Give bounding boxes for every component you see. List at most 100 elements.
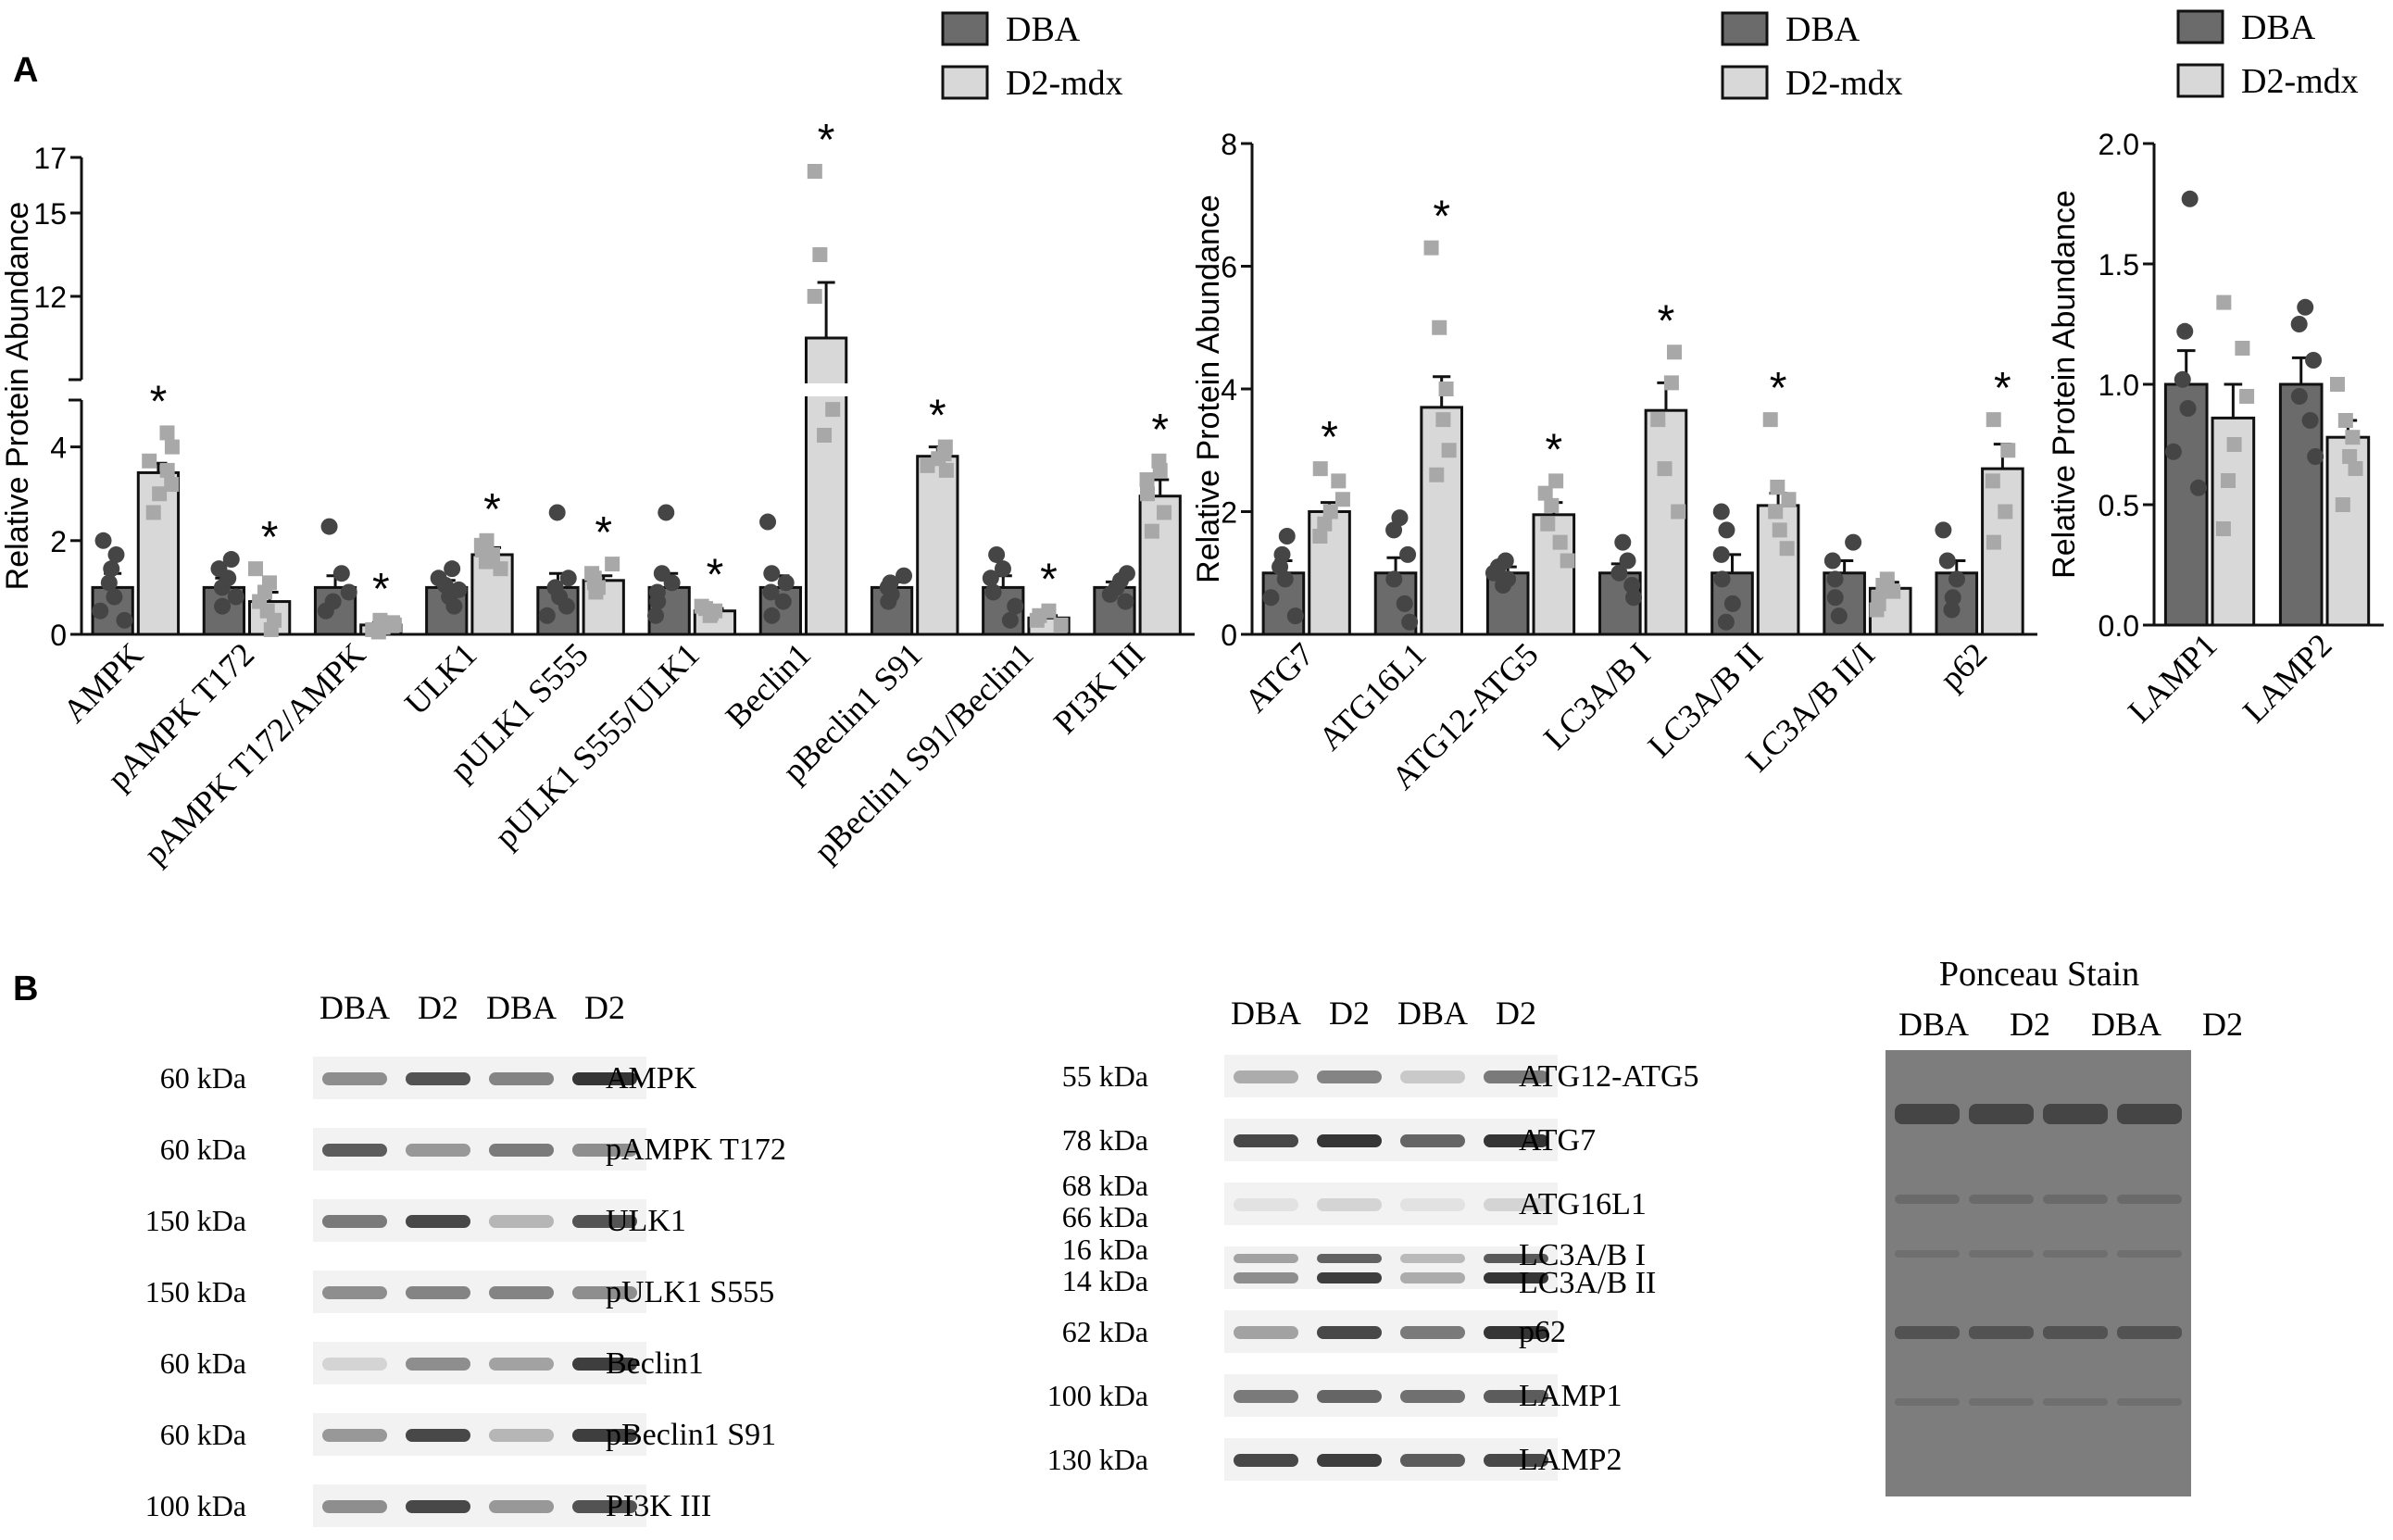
significance-star: * — [595, 508, 612, 557]
ponceau-title: Ponceau Stain — [1939, 955, 2139, 994]
data-point-dba — [1278, 528, 1296, 545]
ponceau-band — [1969, 1398, 2034, 1406]
lane-label: DBA — [319, 989, 390, 1026]
protein-band — [1484, 1272, 1548, 1283]
bar-d2mdx — [916, 455, 959, 636]
x-tick-label: pAMPK T172/AMPK — [137, 635, 373, 871]
significance-star: * — [1770, 364, 1787, 413]
protein-band — [1484, 1326, 1548, 1339]
data-point-d2mdx — [164, 477, 180, 493]
data-point-d2mdx — [2345, 430, 2361, 445]
chart-lysosome-markers: 0.0 0.5 1.0 1.5 2.0 Relative Protein Abundanc… — [2047, 8, 2384, 730]
protein-band — [572, 1429, 637, 1442]
data-point-d2mdx — [1986, 412, 2001, 428]
data-point-d2mdx — [1548, 473, 1564, 489]
data-point-dba — [2290, 388, 2308, 405]
data-point-d2mdx — [493, 561, 508, 577]
significance-star: * — [1040, 556, 1058, 605]
bar-d2mdx — [1420, 406, 1463, 636]
data-point-d2mdx — [1879, 571, 1895, 587]
data-point-dba — [1943, 601, 1961, 619]
data-point-d2mdx — [1317, 516, 1333, 532]
bar-d2mdx — [1532, 513, 1576, 636]
data-point-d2mdx — [694, 598, 709, 614]
kda-label: 55 kDa — [1062, 1059, 1148, 1093]
ponceau-band — [1895, 1250, 1960, 1258]
protein-label: LAMP2 — [1519, 1443, 1622, 1477]
data-point-d2mdx — [2226, 437, 2242, 452]
kda-label: 60 kDa — [160, 1346, 246, 1380]
protein-band — [406, 1358, 470, 1371]
data-point-dba — [430, 570, 447, 587]
protein-band — [489, 1144, 554, 1157]
data-point-dba — [2301, 412, 2319, 429]
protein-label: ULK1 — [606, 1204, 686, 1238]
data-point-dba — [658, 504, 675, 521]
data-point-d2mdx — [1985, 473, 2000, 489]
data-point-d2mdx — [807, 164, 822, 179]
ponceau-band — [1969, 1250, 2034, 1258]
data-point-dba — [1712, 503, 1730, 520]
protein-band — [1400, 1326, 1465, 1339]
legend-swatch-dba — [1721, 11, 1769, 46]
data-point-dba — [882, 574, 899, 592]
data-point-dba — [777, 574, 795, 592]
protein-label: ATG12-ATG5 — [1519, 1059, 1699, 1094]
y-tick-label: 4 — [50, 432, 67, 465]
data-point-d2mdx — [1140, 486, 1156, 502]
data-point-dba — [559, 570, 577, 587]
lane-label: D2 — [1496, 995, 1536, 1032]
ponceau-band — [1895, 1398, 1960, 1406]
data-point-d2mdx — [2000, 443, 2016, 458]
data-point-d2mdx — [937, 439, 953, 455]
ponceau-stain-panel: Ponceau Stain DBA D2 DBA D2 — [1886, 955, 2243, 1496]
data-point-dba — [94, 532, 112, 549]
protein-label: pULK1 S555 — [606, 1275, 774, 1309]
legend-label-dba: DBA — [2241, 8, 2316, 47]
data-point-dba — [1935, 521, 1952, 539]
y-tick-label: 2.0 — [2099, 128, 2139, 161]
protein-band — [572, 1286, 637, 1299]
data-point-dba — [538, 607, 556, 624]
protein-band — [1234, 1198, 1298, 1211]
ponceau-band — [1895, 1326, 1960, 1339]
protein-band — [1317, 1198, 1382, 1211]
x-tick-label: p62 — [1933, 635, 1994, 696]
data-point-dba — [340, 583, 357, 601]
data-point-dba — [1007, 597, 1024, 615]
axis-break-gap — [802, 383, 850, 396]
data-point-dba — [450, 581, 468, 598]
lane-label: D2 — [2010, 1006, 2050, 1043]
y-tick-label: 17 — [33, 142, 67, 175]
data-point-d2mdx — [372, 612, 388, 628]
data-point-dba — [2305, 352, 2323, 369]
kda-label: 100 kDa — [1047, 1379, 1148, 1412]
data-point-d2mdx — [2221, 473, 2236, 488]
lane-label: D2 — [2202, 1006, 2243, 1043]
data-point-d2mdx — [1312, 461, 1328, 477]
y-tick-label: 8 — [1221, 128, 1237, 161]
lane-label: DBA — [486, 989, 557, 1026]
chart-autophagy-markers: 0 2 4 6 8 Relative Protein Abundance DBA D2-mdx… — [1191, 10, 2037, 796]
protein-band — [1234, 1070, 1298, 1083]
data-point-dba — [648, 583, 666, 601]
protein-band — [572, 1072, 637, 1085]
data-point-dba — [1614, 533, 1632, 551]
protein-band — [406, 1215, 470, 1228]
data-point-d2mdx — [1657, 461, 1673, 477]
data-point-dba — [227, 588, 244, 606]
data-point-dba — [653, 565, 670, 582]
legend-label-d2mdx: D2-mdx — [2241, 62, 2359, 101]
x-tick-label: PI3K III — [1046, 635, 1152, 741]
x-tick-label: LAMP2 — [2236, 626, 2339, 730]
western-blot-middle: DBA D2 DBA D2 55 kDa ATG12-ATG5 78 kDa ATG7 68 k… — [1047, 995, 1699, 1481]
data-point-dba — [647, 607, 665, 624]
data-point-d2mdx — [1053, 617, 1069, 632]
protein-band — [322, 1358, 387, 1371]
data-point-d2mdx — [1779, 541, 1795, 557]
data-point-d2mdx — [1540, 516, 1556, 532]
y-tick-label: 6 — [1221, 251, 1237, 284]
protein-band — [1317, 1390, 1382, 1403]
ponceau-band — [2043, 1250, 2108, 1258]
